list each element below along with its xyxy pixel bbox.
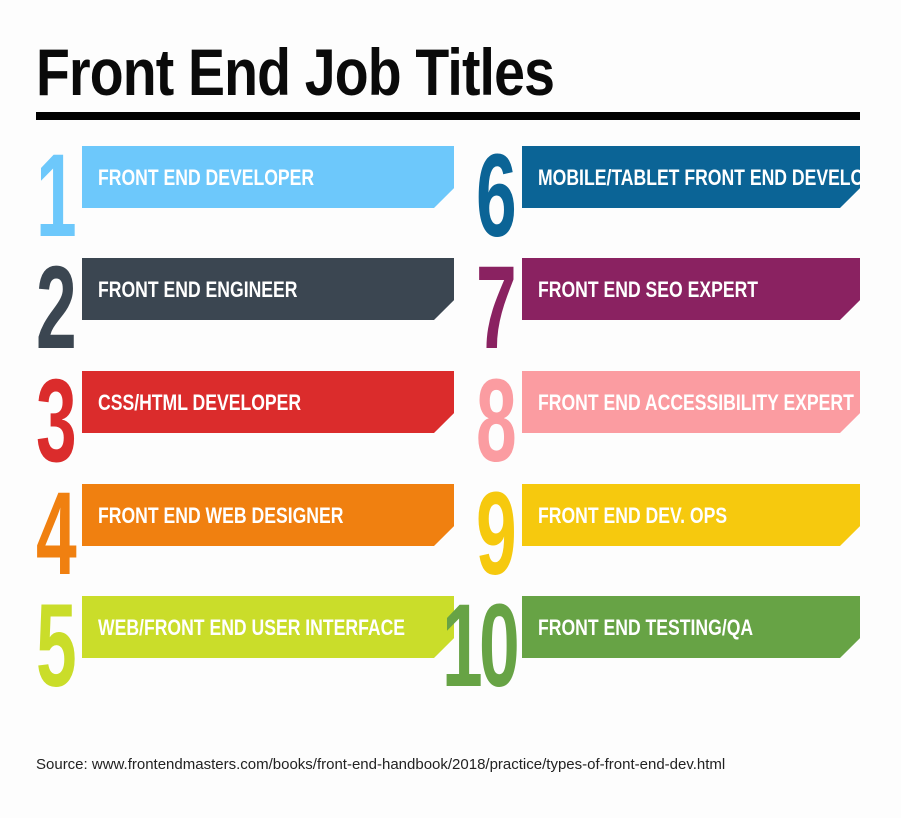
- item-number-6: 6: [476, 130, 517, 262]
- job-title-item-1: 1 FRONT END DEVELOPER: [36, 130, 436, 262]
- item-label-1: FRONT END DEVELOPER: [98, 165, 315, 190]
- item-banner-10: FRONT END TESTING/QA: [522, 596, 860, 658]
- item-banner-5: WEB/FRONT END USER INTERFACE: [82, 596, 454, 658]
- item-label-3: CSS/HTML DEVELOPER: [98, 390, 302, 415]
- item-label-5: WEB/FRONT END USER INTERFACE: [98, 615, 406, 640]
- item-label-4: FRONT END WEB DESIGNER: [98, 503, 344, 528]
- item-label-7: FRONT END SEO EXPERT: [538, 277, 759, 302]
- item-label-8: FRONT END ACCESSIBILITY EXPERT: [538, 390, 854, 415]
- item-number-7: 7: [476, 242, 517, 374]
- job-title-item-7: 7 FRONT END SEO EXPERT: [476, 242, 876, 374]
- title-underline: [36, 112, 860, 120]
- job-title-item-9: 9 FRONT END DEV. OPS: [476, 468, 876, 600]
- item-banner-4: FRONT END WEB DESIGNER: [82, 484, 454, 546]
- job-title-item-10: 10 FRONT END TESTING/QA: [442, 580, 842, 712]
- item-number-8: 8: [476, 355, 517, 487]
- item-number-10: 10: [442, 580, 520, 712]
- item-label-10: FRONT END TESTING/QA: [538, 615, 754, 640]
- item-banner-7: FRONT END SEO EXPERT: [522, 258, 860, 320]
- page-title: Front End Job Titles: [36, 35, 555, 109]
- item-label-2: FRONT END ENGINEER: [98, 277, 298, 302]
- job-title-item-6: 6 MOBILE/TABLET FRONT END DEVELOPER: [476, 130, 876, 262]
- job-title-item-4: 4 FRONT END WEB DESIGNER: [36, 468, 436, 600]
- job-title-item-5: 5 WEB/FRONT END USER INTERFACE: [36, 580, 436, 712]
- source-citation: Source: www.frontendmasters.com/books/fr…: [36, 756, 726, 773]
- item-banner-1: FRONT END DEVELOPER: [82, 146, 454, 208]
- item-number-1: 1: [36, 130, 77, 262]
- job-title-item-3: 3 CSS/HTML DEVELOPER: [36, 355, 436, 487]
- job-title-item-2: 2 FRONT END ENGINEER: [36, 242, 436, 374]
- item-number-3: 3: [36, 355, 77, 487]
- item-number-9: 9: [476, 468, 517, 600]
- item-banner-2: FRONT END ENGINEER: [82, 258, 454, 320]
- item-number-4: 4: [36, 468, 77, 600]
- item-label-9: FRONT END DEV. OPS: [538, 503, 728, 528]
- item-banner-3: CSS/HTML DEVELOPER: [82, 371, 454, 433]
- item-banner-8: FRONT END ACCESSIBILITY EXPERT: [522, 371, 860, 433]
- item-label-6: MOBILE/TABLET FRONT END DEVELOPER: [538, 165, 901, 190]
- job-title-item-8: 8 FRONT END ACCESSIBILITY EXPERT: [476, 355, 876, 487]
- item-banner-6: MOBILE/TABLET FRONT END DEVELOPER: [522, 146, 860, 208]
- item-banner-9: FRONT END DEV. OPS: [522, 484, 860, 546]
- item-number-2: 2: [36, 242, 77, 374]
- item-number-5: 5: [36, 580, 77, 712]
